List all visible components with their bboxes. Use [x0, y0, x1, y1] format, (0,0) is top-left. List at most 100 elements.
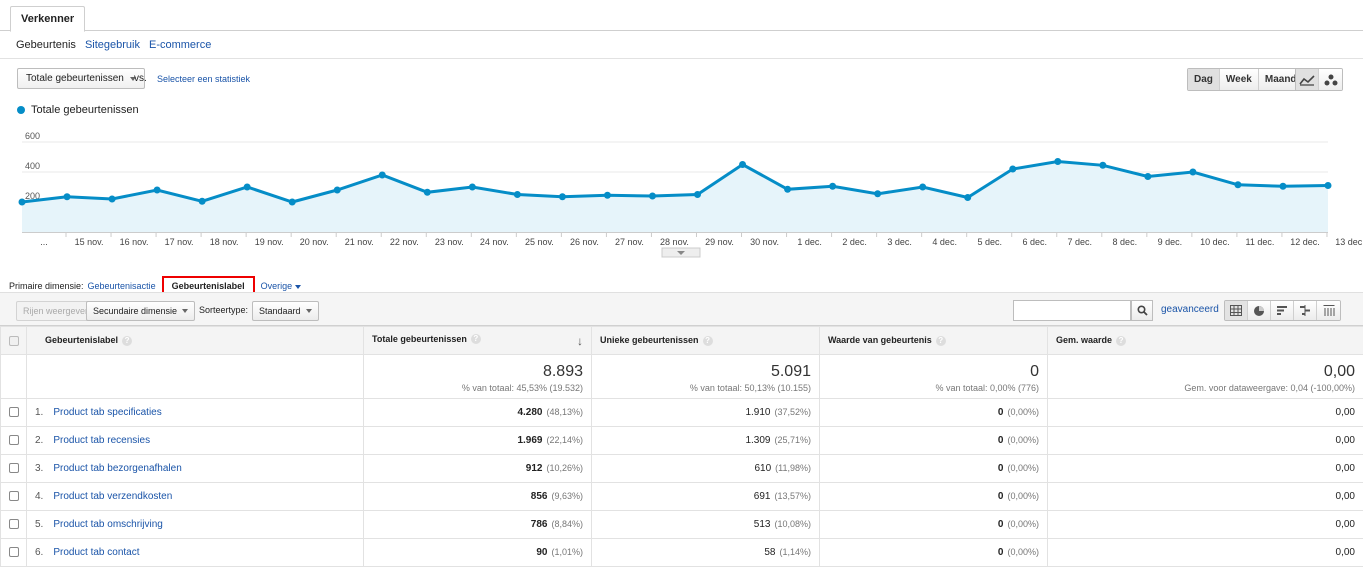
- metric-dropdown[interactable]: Totale gebeurtenissen: [17, 68, 145, 89]
- data-point: [18, 198, 26, 206]
- row-checkbox[interactable]: [8, 547, 19, 558]
- chart-type-toggle: [1295, 68, 1343, 91]
- help-icon[interactable]: ?: [122, 335, 133, 346]
- data-point: [153, 186, 161, 194]
- pie-chart-icon: [1254, 305, 1264, 316]
- period-month-button[interactable]: Maand: [1258, 69, 1303, 90]
- chevron-down-icon: [305, 309, 312, 313]
- y-tick-label: 400: [25, 161, 40, 171]
- row-checkbox-cell: [0, 454, 27, 483]
- header-avg-value-text: Gem. waarde: [1056, 335, 1113, 346]
- x-tick-label: 19 nov.: [255, 237, 284, 247]
- performance-view-button[interactable]: [1271, 301, 1294, 320]
- x-tick-label: 3 dec.: [887, 237, 912, 247]
- row-checkbox[interactable]: [8, 463, 19, 474]
- row-checkbox-cell: [0, 538, 27, 567]
- header-event-value[interactable]: Waarde van gebeurtenis?: [819, 326, 1048, 355]
- row-label-cell: 3. Product tab bezorgenafhalen: [26, 454, 364, 483]
- period-day-button[interactable]: Dag: [1188, 69, 1220, 90]
- totals-sub: Gem. voor dataweergave: 0,04 (-100,00%): [1184, 383, 1355, 393]
- data-point: [1144, 173, 1152, 180]
- subtab-ecommerce[interactable]: E-commerce: [148, 39, 212, 51]
- plot-rows-button[interactable]: Rijen weergeven: [16, 301, 98, 321]
- data-point: [63, 193, 71, 201]
- row-rank: 2.: [35, 435, 44, 446]
- select-all-checkbox[interactable]: [8, 335, 19, 346]
- row-unique-events: 513 (10,08%): [591, 510, 820, 539]
- row-value-pct: (0,00%): [1007, 519, 1039, 529]
- line-chart-icon: [1299, 74, 1315, 86]
- row-label-cell: 4. Product tab verzendkosten: [26, 482, 364, 511]
- secondary-dimension-dropdown[interactable]: Secundaire dimensie: [86, 301, 196, 321]
- data-point: [829, 182, 837, 190]
- table-header-row: Gebeurtenislabel? Totale gebeurtenissen?…: [0, 326, 1363, 355]
- row-label-link[interactable]: Product tab omschrijving: [53, 519, 163, 530]
- row-total-events: 4.280 (48,13%): [363, 398, 592, 427]
- period-week-button[interactable]: Week: [1219, 69, 1259, 90]
- row-checkbox[interactable]: [8, 407, 19, 418]
- header-event-label[interactable]: Gebeurtenislabel?: [26, 326, 364, 355]
- row-unique-value: 610: [754, 463, 772, 474]
- row-value-value: 0: [997, 435, 1004, 446]
- x-tick-label: 25 nov.: [525, 237, 554, 247]
- row-checkbox[interactable]: [8, 435, 19, 446]
- table-row: 3. Product tab bezorgenafhalen 912 (10,26%)…: [0, 454, 1363, 483]
- x-tick-label: 18 nov.: [210, 237, 239, 247]
- row-label-cell: 2. Product tab recensies: [26, 426, 364, 455]
- row-rank: 3.: [35, 463, 44, 474]
- header-avg-value[interactable]: Gem. waarde?: [1047, 326, 1363, 355]
- row-unique-pct: (11,98%): [775, 463, 811, 473]
- header-unique-events[interactable]: Unieke gebeurtenissen?: [591, 326, 820, 355]
- row-rank: 6.: [35, 547, 44, 558]
- help-icon[interactable]: ?: [935, 335, 946, 346]
- dimension-event-action[interactable]: Gebeurtenisactie: [87, 281, 156, 291]
- row-unique-pct: (25,71%): [774, 435, 811, 445]
- line-chart-button[interactable]: [1296, 69, 1319, 90]
- search-button[interactable]: [1131, 300, 1153, 321]
- row-label-link[interactable]: Product tab contact: [53, 547, 140, 558]
- row-total-pct: (1,01%): [551, 547, 583, 557]
- totals-row: 8.893 % van totaal: 45,53% (19.532) 5.091…: [0, 354, 1363, 399]
- pivot-icon: [1323, 305, 1334, 316]
- x-tick-label: 11 dec.: [1246, 237, 1275, 247]
- x-tick-label: 4 dec.: [932, 237, 957, 247]
- pivot-view-button[interactable]: [1317, 301, 1340, 320]
- sort-type-dropdown[interactable]: Standaard: [252, 301, 319, 321]
- data-point: [874, 190, 882, 198]
- row-checkbox[interactable]: [8, 519, 19, 530]
- row-label-link[interactable]: Product tab specificaties: [53, 407, 162, 418]
- row-unique-value: 691: [753, 491, 771, 502]
- data-table: Gebeurtenislabel? Totale gebeurtenissen?…: [0, 326, 1363, 567]
- subtab-gebeurtenis[interactable]: Gebeurtenis: [16, 39, 76, 51]
- series-line: [21, 159, 1329, 204]
- totals-unique-events: 5.091 % van totaal: 50,13% (10.155): [591, 354, 820, 399]
- subtab-sitegebruik[interactable]: Sitegebruik: [84, 39, 140, 51]
- row-value-value: 0: [997, 491, 1004, 502]
- help-icon[interactable]: ?: [470, 334, 481, 345]
- select-metric-link[interactable]: Selecteer een statistiek: [157, 74, 251, 84]
- row-total-events: 1.969 (22,14%): [363, 426, 592, 455]
- header-total-events[interactable]: Totale gebeurtenissen? ↓: [363, 326, 592, 355]
- row-label-link[interactable]: Product tab verzendkosten: [53, 491, 173, 502]
- motion-chart-button[interactable]: [1319, 69, 1342, 90]
- row-label-link[interactable]: Product tab bezorgenafhalen: [53, 463, 182, 474]
- row-value-value: 0: [997, 463, 1004, 474]
- dimension-other[interactable]: Overige: [261, 281, 301, 291]
- help-icon[interactable]: ?: [1116, 335, 1127, 346]
- table-row: 5. Product tab omschrijving 786 (8,84%) 513(…: [0, 510, 1363, 539]
- grid-icon: [1230, 305, 1242, 316]
- help-icon[interactable]: ?: [702, 335, 713, 346]
- chevron-down-icon: [182, 309, 189, 313]
- select-all-cell: [0, 326, 27, 355]
- advanced-filter-link[interactable]: geavanceerd: [1161, 304, 1219, 315]
- row-value-value: 0: [997, 519, 1004, 530]
- data-point: [468, 183, 476, 191]
- comparison-view-button[interactable]: [1294, 301, 1317, 320]
- row-label-link[interactable]: Product tab recensies: [53, 435, 151, 446]
- pie-view-button[interactable]: [1248, 301, 1271, 320]
- table-view-button[interactable]: [1225, 301, 1248, 320]
- row-checkbox[interactable]: [8, 491, 19, 502]
- tab-verkenner[interactable]: Verkenner: [10, 6, 86, 32]
- table-search-input[interactable]: [1013, 300, 1131, 321]
- table-toolbar: Rijen weergeven Secundaire dimensie Sort…: [0, 292, 1363, 326]
